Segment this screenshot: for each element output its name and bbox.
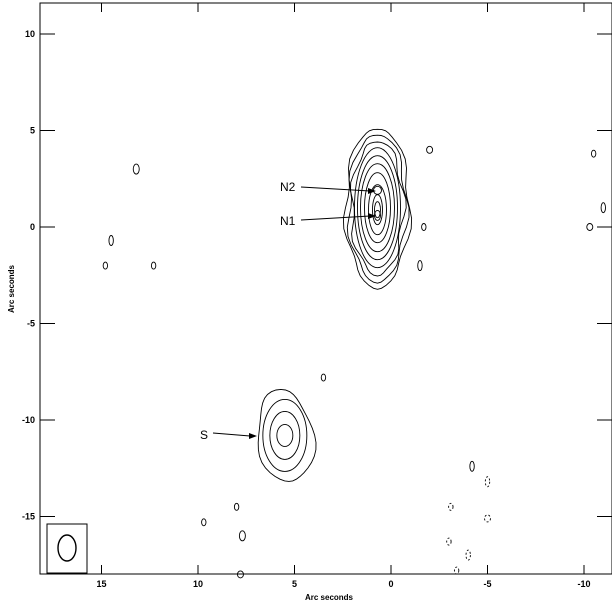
noise-contour [469,460,475,472]
n-contour-level [354,147,401,269]
noise-contour [417,260,423,272]
annotation-n2: N2 [280,180,376,194]
y-tick-label: 10 [25,29,35,39]
n-contour-level [368,184,387,236]
noise-contour [238,530,246,542]
noise-contour [201,518,207,527]
n-contour-level [357,155,398,261]
x-axis-ticks: 15 10 5 0 -5 -10 [96,3,591,589]
n-contour-level [364,172,391,244]
plot-frame [39,2,612,575]
arrowhead-s [249,433,257,439]
noise-contour [421,223,427,231]
s-contour-level [262,398,308,472]
noise-contour [586,223,594,231]
x-tick-label: 15 [96,579,106,589]
x-tick-label: -5 [483,579,491,589]
noise-contour [600,202,606,214]
y-tick-label: 0 [30,222,35,232]
x-tick-label: -10 [577,579,590,589]
y-tick-label: -5 [27,319,35,329]
noise-contour [108,235,114,246]
noise-contour [132,163,140,175]
n-contour-level [342,128,413,290]
label-n1: N1 [280,214,296,228]
annotation-s: S [200,428,257,442]
n-contour-level [360,163,395,253]
beam-box [46,523,88,574]
y-tick-label: -15 [22,512,35,522]
arrow-n2 [300,186,371,192]
arrowhead-n2 [368,188,376,194]
s-contour-level [276,423,294,447]
annotation-n1: N1 [280,213,376,228]
beam-frame [46,523,88,574]
label-n2: N2 [280,180,296,194]
noise-contour [591,149,597,158]
noise-contour [484,476,491,488]
noise-contour [446,537,452,546]
y-axis-label: Arc seconds [7,264,16,313]
noise-contour [237,570,244,579]
y-tick-label: -10 [22,415,35,425]
y-axis-ticks: 10 5 0 -5 -10 -15 [22,29,612,522]
s-contour-level [257,388,317,482]
x-tick-label: 10 [193,579,203,589]
noise-contour [102,261,109,270]
noise-contour [150,261,157,270]
noise-contours [102,145,606,579]
label-s: S [200,428,208,442]
x-tick-label: 5 [292,579,297,589]
noise-contour [465,549,471,561]
n2-peak-contour [373,185,382,195]
n-contour-level [346,134,410,284]
noise-contour [320,373,327,382]
s-contour-level [269,410,301,460]
n1-peak-contour [374,209,381,221]
noise-contour [426,145,434,154]
noise-contour [448,502,454,511]
noise-contour [453,566,460,575]
x-tick-label: 0 [388,579,393,589]
x-axis-label: Arc seconds [305,593,354,602]
n-contour-level [374,201,381,219]
noise-contour [484,514,491,523]
arrowhead-n1 [368,213,376,219]
noise-contour [233,502,240,511]
y-tick-label: 5 [30,126,35,136]
arrow-n1 [300,215,371,221]
beam-ellipse [57,534,77,562]
arrow-s [212,432,251,437]
